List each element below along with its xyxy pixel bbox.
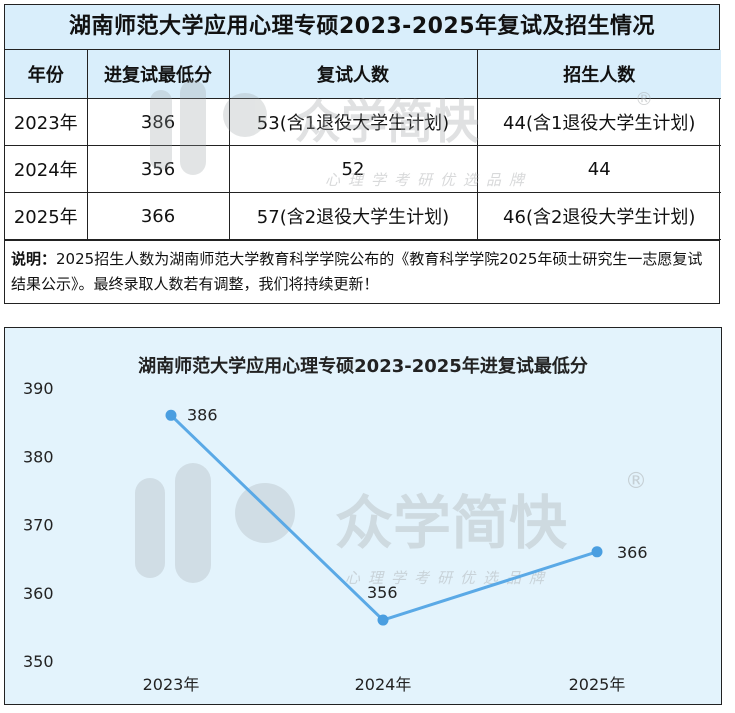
data-label: 356 <box>367 583 398 602</box>
x-axis: 2023年 2024年 2025年 <box>143 675 626 694</box>
cell-min-score: 366 <box>86 192 230 240</box>
header-min-score: 进复试最低分 <box>86 50 230 99</box>
header-year: 年份 <box>5 50 88 99</box>
cell-retest-count: 57(含2退役大学生计划) <box>228 192 478 240</box>
line-chart: 众学简快 ® 心理学考研优选品牌 湖南师范大学应用心理专硕2023-2025年进… <box>4 327 722 705</box>
table-row: 2023年 386 53(含1退役大学生计划) 44(含1退役大学生计划) <box>5 98 721 146</box>
data-label: 386 <box>187 405 218 424</box>
x-tick-label: 2023年 <box>143 675 200 694</box>
data-point <box>591 546 603 558</box>
y-tick-label: 370 <box>23 516 54 535</box>
data-point <box>377 614 389 626</box>
table-row: 2025年 366 57(含2退役大学生计划) 46(含2退役大学生计划) <box>5 192 721 240</box>
cell-year: 2024年 <box>5 145 88 193</box>
x-tick-label: 2025年 <box>569 675 626 694</box>
cell-retest-count: 53(含1退役大学生计划) <box>228 98 478 146</box>
header-retest-count: 复试人数 <box>228 50 478 99</box>
table-header-row: 年份 进复试最低分 复试人数 招生人数 <box>5 50 721 99</box>
x-tick-label: 2024年 <box>355 675 412 694</box>
cell-year: 2023年 <box>5 98 88 146</box>
admission-table: 湖南师范大学应用心理专硕2023-2025年复试及招生情况 年份 进复试最低分 … <box>4 4 721 304</box>
note-label: 说明： <box>11 250 57 268</box>
y-axis: 390 380 370 360 350 <box>23 379 54 671</box>
data-label: 366 <box>617 543 648 562</box>
cell-enroll-count: 44 <box>476 145 721 193</box>
cell-enroll-count: 44(含1退役大学生计划) <box>476 98 721 146</box>
note-text: 2025招生人数为湖南师范大学教育科学学院公布的《教育科学学院2025年硕士研究… <box>11 250 703 293</box>
cell-retest-count: 52 <box>228 145 478 193</box>
header-enroll-count: 招生人数 <box>476 50 721 99</box>
y-tick-label: 390 <box>23 379 54 398</box>
chart-plot: 390 380 370 360 350 2023年 2024年 2025年 386 356 36… <box>23 379 648 694</box>
cell-enroll-count: 46(含2退役大学生计划) <box>476 192 721 240</box>
y-tick-label: 360 <box>23 584 54 603</box>
data-point <box>165 409 177 421</box>
table-note: 说明：2025招生人数为湖南师范大学教育科学学院公布的《教育科学学院2025年硕… <box>5 240 719 303</box>
table-title: 湖南师范大学应用心理专硕2023-2025年复试及招生情况 <box>5 5 719 50</box>
data-grid: 年份 进复试最低分 复试人数 招生人数 2023年 386 53(含1退役大学生… <box>5 50 721 240</box>
cell-year: 2025年 <box>5 192 88 240</box>
chart-title: 湖南师范大学应用心理专硕2023-2025年进复试最低分 <box>138 356 588 377</box>
y-tick-label: 350 <box>23 652 54 671</box>
y-tick-label: 380 <box>23 447 54 466</box>
cell-min-score: 386 <box>86 98 230 146</box>
series-min-score: 386 356 366 <box>165 405 648 626</box>
cell-min-score: 356 <box>86 145 230 193</box>
table-row: 2024年 356 52 44 <box>5 145 721 193</box>
